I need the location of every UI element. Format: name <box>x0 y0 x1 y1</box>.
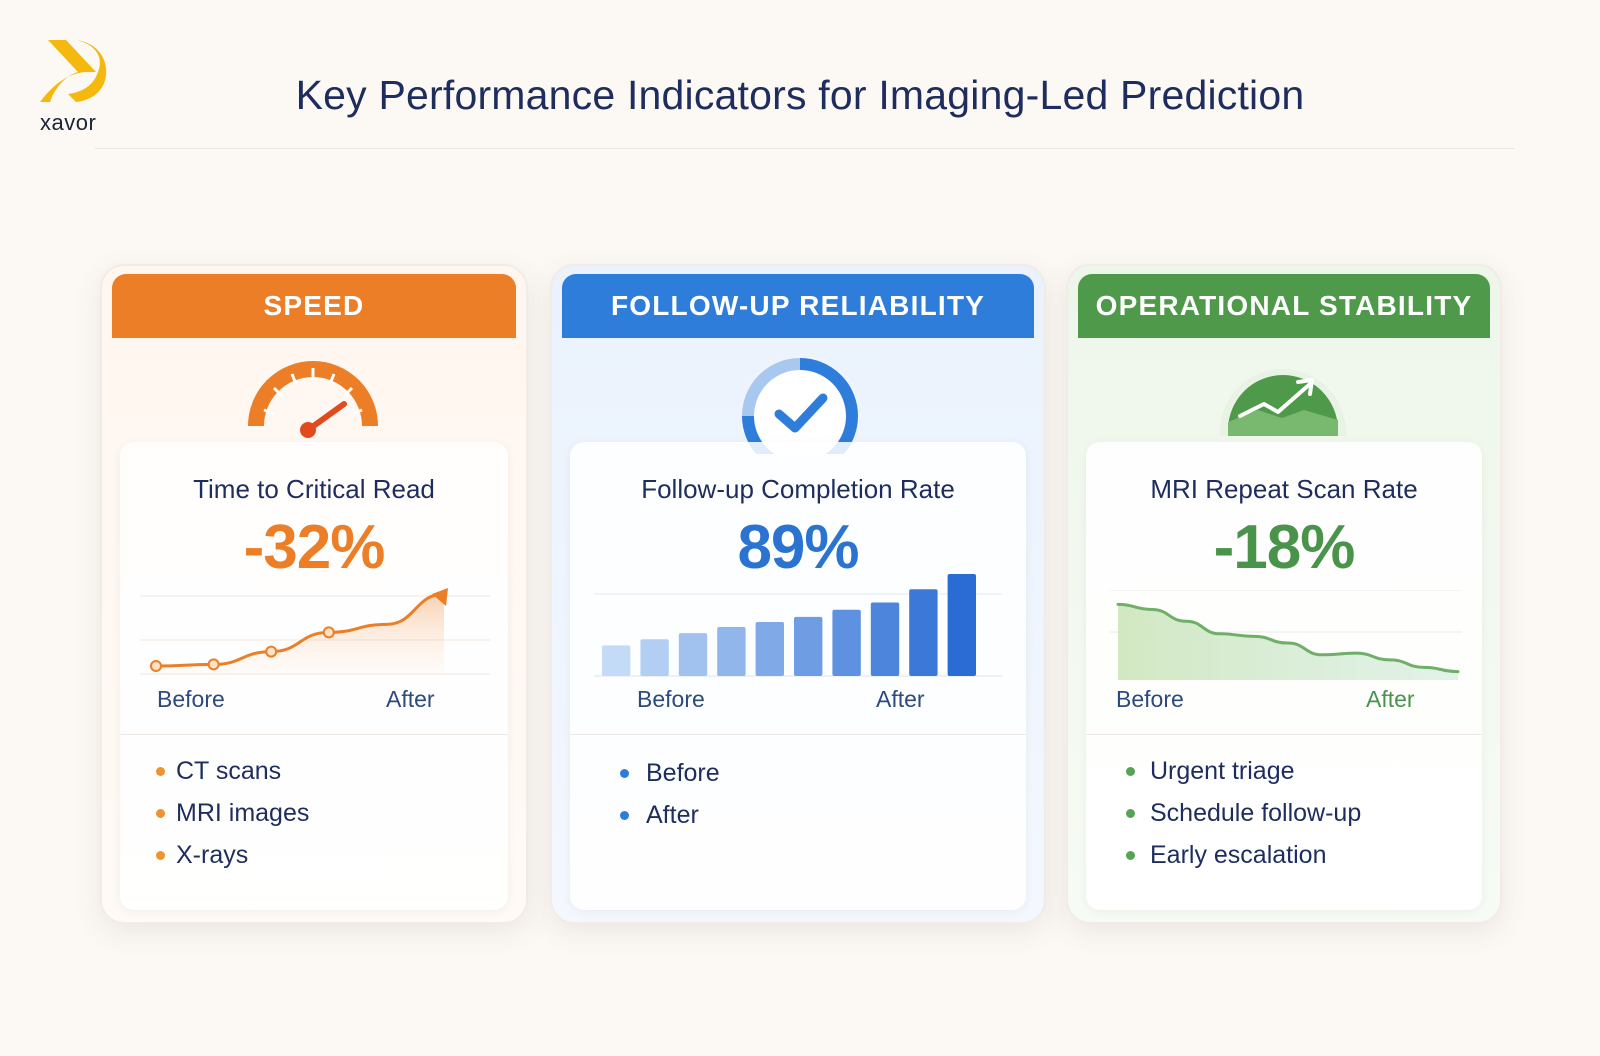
trend-gauge-icon <box>1220 369 1346 436</box>
x-tick-after: After <box>1366 686 1415 712</box>
data-point <box>265 645 278 658</box>
list-item: After <box>620 794 720 836</box>
bullet-dot <box>620 811 629 820</box>
kpi-card-follow-up: FOLLOW-UP RELIABILITY Follow-up Completi… <box>550 264 1046 924</box>
speedometer-icon <box>248 360 378 454</box>
x-tick-before: Before <box>157 686 225 712</box>
list-item: Urgent triage <box>1126 750 1361 792</box>
area-chart-operational-stability <box>1110 590 1462 680</box>
bullet-dot <box>1126 767 1135 776</box>
data-point <box>207 658 220 671</box>
trend-arrowhead <box>432 588 448 606</box>
bullet-dot <box>1126 809 1135 818</box>
bar <box>832 609 861 676</box>
brand-name: xavor <box>40 110 97 135</box>
metric-label: MRI Repeat Scan Rate <box>1150 474 1418 504</box>
card-header-follow-up: FOLLOW-UP RELIABILITY <box>562 274 1034 338</box>
list-item: CT scans <box>156 750 309 792</box>
metric-value: 89% <box>737 513 859 582</box>
x-tick-after: After <box>876 686 925 712</box>
line-chart-speed <box>140 588 490 675</box>
section-divider <box>120 734 508 735</box>
brand-logo[interactable]: xavor <box>38 38 118 138</box>
x-tick-before: Before <box>1116 686 1184 712</box>
area-fill <box>156 594 444 674</box>
metric-panel-follow-up: Follow-up Completion Rate 89% Before Aft… <box>570 442 1026 910</box>
metric-value: -18% <box>1213 513 1356 582</box>
bullet-dot <box>156 809 165 818</box>
bar-chart-follow-up <box>594 574 1002 677</box>
bullet-list: CT scans MRI images X-rays <box>156 750 309 876</box>
check-circle-icon <box>738 354 862 454</box>
metric-panel-operational-stability: MRI Repeat Scan Rate -18% Before After U… <box>1086 442 1482 910</box>
data-point <box>150 660 162 672</box>
kpi-card-operational-stability: OPERATIONAL STABILITY MRI Repeat Scan Ra… <box>1066 264 1502 924</box>
title-divider <box>95 148 1515 149</box>
bullet-list: Urgent triage Schedule follow-up Early e… <box>1126 750 1361 876</box>
x-tick-before: Before <box>637 686 705 712</box>
bar <box>717 627 746 676</box>
card-header-speed: SPEED <box>112 274 516 338</box>
section-divider <box>1086 734 1482 735</box>
metric-value: -32% <box>243 513 386 582</box>
bar <box>947 574 976 676</box>
list-item: X-rays <box>156 834 309 876</box>
area-fill <box>1118 604 1458 680</box>
card-header-operational-stability: OPERATIONAL STABILITY <box>1078 274 1490 338</box>
page-title: Key Performance Indicators for Imaging-L… <box>295 72 1305 118</box>
bar <box>678 633 708 676</box>
bar <box>794 616 823 676</box>
bar <box>755 621 784 676</box>
list-item: Before <box>620 752 720 794</box>
list-item: Early escalation <box>1126 834 1361 876</box>
metric-label: Time to Critical Read <box>193 474 435 504</box>
bullet-dot <box>620 769 629 778</box>
x-tick-after: After <box>386 686 435 712</box>
bar <box>909 589 938 676</box>
metric-label: Follow-up Completion Rate <box>641 474 955 504</box>
bullet-dot <box>156 767 165 776</box>
list-item: MRI images <box>156 792 309 834</box>
xavor-logo-icon <box>40 40 107 102</box>
section-divider <box>570 734 1026 735</box>
list-item: Schedule follow-up <box>1126 792 1361 834</box>
bullet-list: Before After <box>620 752 720 836</box>
kpi-card-speed: SPEED Time to Critical Read -32% Before … <box>100 264 528 924</box>
bar <box>602 645 631 676</box>
bullet-dot <box>1126 851 1135 860</box>
series-line <box>1116 602 1460 674</box>
bullet-dot <box>156 851 165 860</box>
metric-panel-speed: Time to Critical Read -32% Before After … <box>120 442 508 910</box>
data-point <box>322 626 335 639</box>
bar <box>870 602 900 676</box>
bar <box>640 639 669 676</box>
